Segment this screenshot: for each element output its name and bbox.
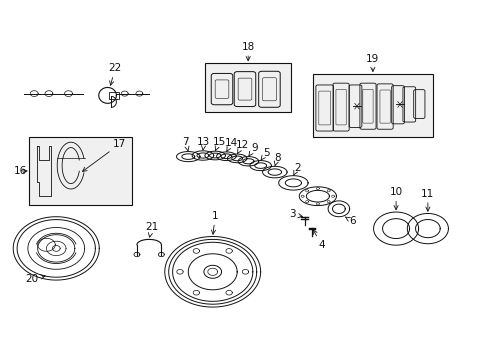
Text: 3: 3	[288, 209, 302, 219]
Text: 12: 12	[235, 140, 248, 153]
Text: 22: 22	[108, 63, 122, 85]
Text: 19: 19	[366, 54, 379, 72]
Text: 1: 1	[211, 211, 218, 234]
Text: 10: 10	[389, 187, 402, 210]
Text: 8: 8	[273, 153, 280, 166]
Text: 4: 4	[312, 230, 325, 250]
Text: 11: 11	[420, 189, 434, 211]
Text: 14: 14	[224, 138, 238, 151]
Text: 18: 18	[241, 42, 254, 61]
Text: 21: 21	[144, 222, 158, 237]
Bar	[312, 74, 432, 137]
Text: 6: 6	[345, 216, 355, 226]
Text: 5: 5	[260, 148, 269, 161]
Text: 13: 13	[197, 137, 210, 150]
Text: 15: 15	[212, 137, 225, 151]
Text: 7: 7	[182, 137, 189, 151]
Text: 9: 9	[248, 143, 257, 156]
Bar	[29, 137, 132, 205]
Bar	[205, 63, 290, 112]
Text: 20: 20	[25, 274, 45, 284]
Bar	[108, 92, 119, 99]
Text: 17: 17	[82, 139, 126, 171]
Text: 16: 16	[14, 166, 27, 176]
Text: 2: 2	[293, 163, 300, 176]
